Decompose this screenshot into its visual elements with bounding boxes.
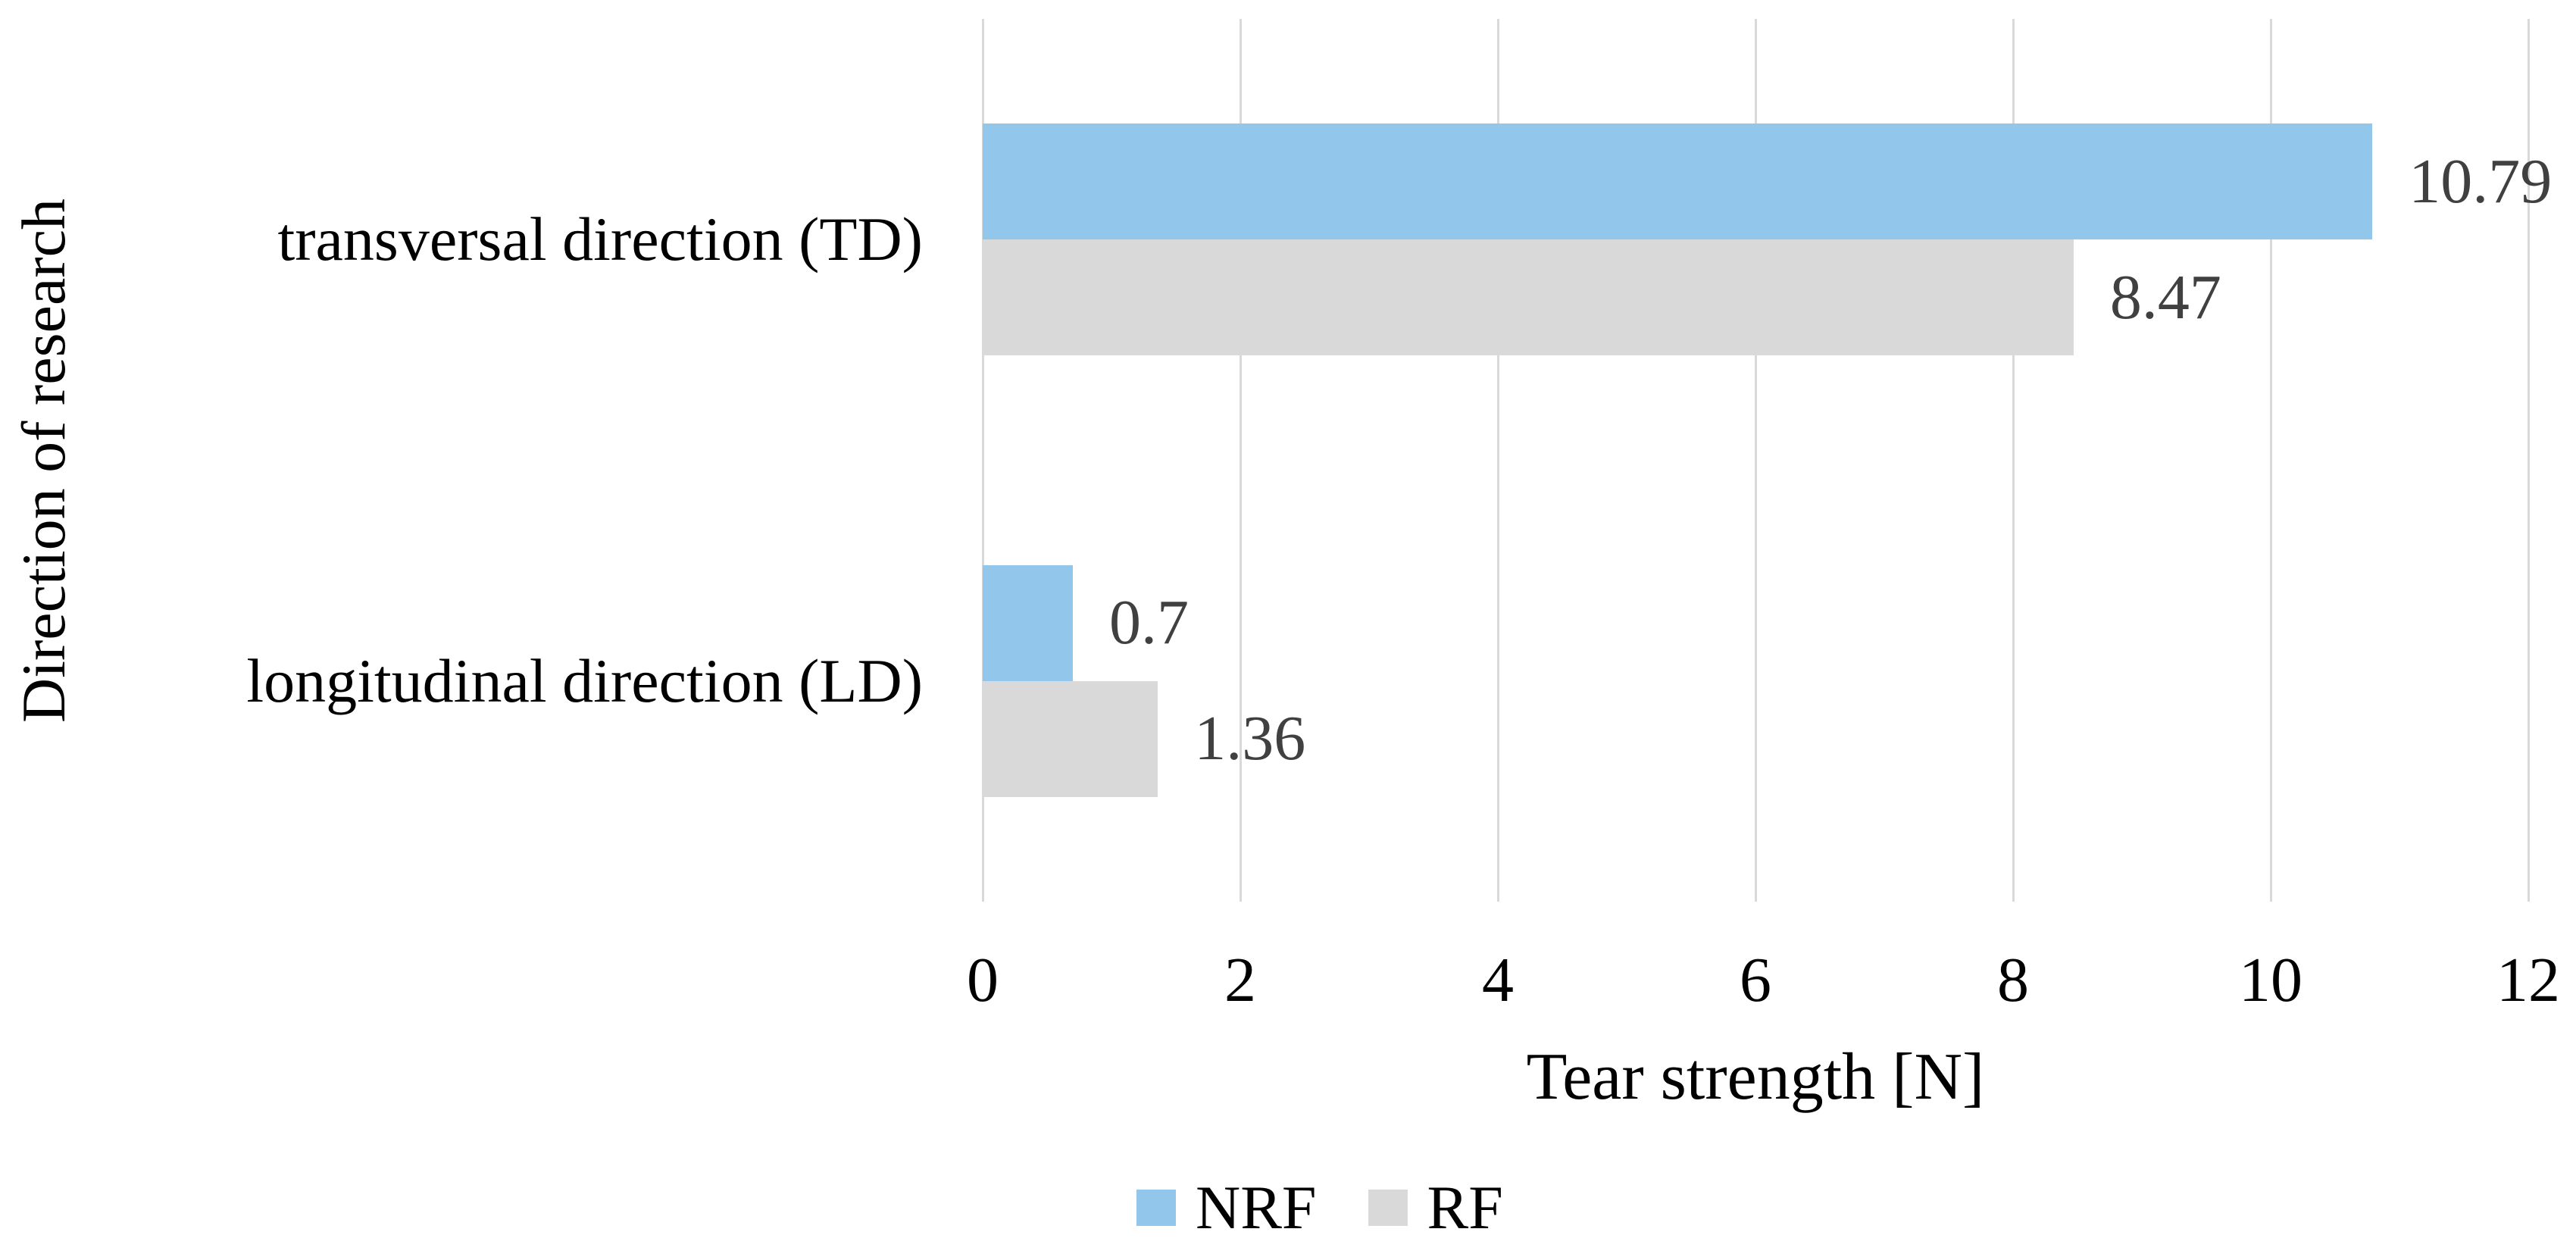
x-tick-label: 12	[2496, 945, 2560, 1015]
gridline	[1754, 19, 1757, 902]
category-label: transversal direction (TD)	[277, 205, 923, 274]
gridline	[2269, 19, 2272, 902]
gridline	[1496, 19, 1499, 902]
x-tick-label: 2	[1224, 945, 1256, 1015]
y-axis-title: Direction of research	[9, 198, 78, 724]
legend-swatch-rf	[1368, 1190, 1408, 1226]
data-label: 8.47	[2109, 261, 2221, 333]
data-label: 1.36	[1194, 703, 1306, 774]
legend-item-nrf: NRF	[1136, 1177, 1317, 1239]
x-axis-title: Tear strength [N]	[1526, 1040, 1985, 1114]
legend-label: NRF	[1196, 1173, 1317, 1242]
x-tick-label: 4	[1482, 945, 1514, 1015]
legend-label: RF	[1427, 1173, 1503, 1242]
gridline	[1239, 19, 1242, 902]
bar-rf-ld	[983, 680, 1158, 797]
gridline	[2012, 19, 2015, 902]
bar-nrf-td	[983, 124, 2373, 240]
bar-nrf-ld	[983, 564, 1073, 681]
data-label: 10.79	[2409, 145, 2553, 217]
x-tick-label: 8	[1997, 945, 2029, 1015]
category-label: longitudinal direction (LD)	[246, 646, 923, 715]
gridline	[981, 19, 984, 902]
x-tick-label: 6	[1740, 945, 1771, 1015]
x-tick-label: 0	[967, 945, 999, 1015]
data-label: 0.7	[1109, 587, 1189, 658]
legend-item-rf: RF	[1368, 1177, 1503, 1239]
bar-rf-td	[983, 239, 2074, 356]
legend: NRF RF	[1136, 1177, 1503, 1239]
gridline	[2527, 19, 2530, 902]
legend-swatch-nrf	[1136, 1190, 1176, 1226]
x-tick-label: 10	[2239, 945, 2302, 1015]
